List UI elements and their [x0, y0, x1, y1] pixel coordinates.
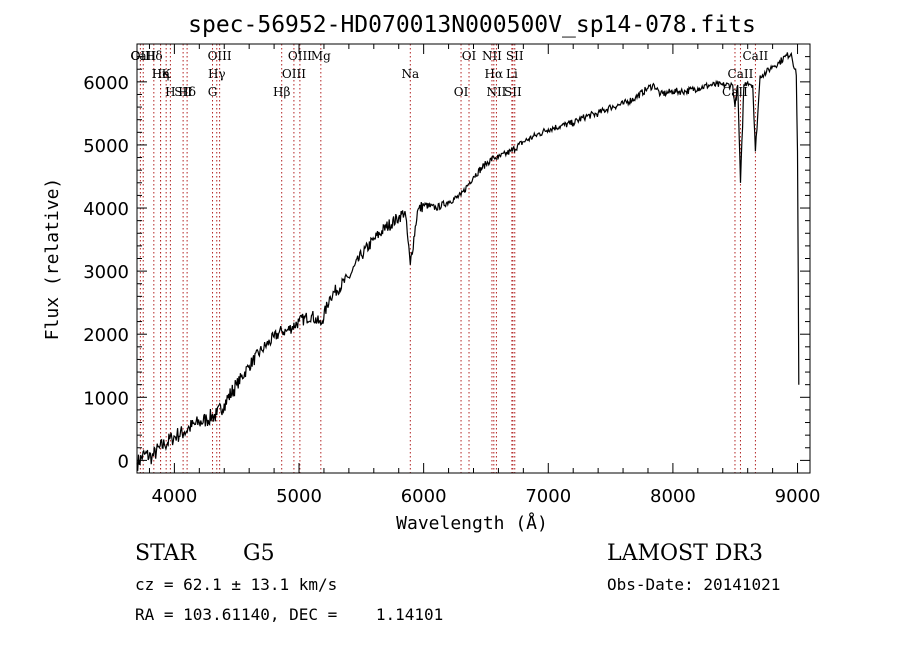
y-tick-label: 5000	[83, 136, 129, 157]
spectral-line-label: Mg	[311, 49, 331, 63]
spectral-line-label: OIII	[282, 67, 306, 81]
plot-frame	[136, 43, 811, 474]
velocity-readout: cz = 62.1 ± 13.1 km/s	[135, 575, 337, 594]
spectral-line-label: CaII	[130, 49, 156, 63]
y-tick-label: 4000	[83, 199, 129, 220]
spectral-line-label: OIII	[288, 49, 312, 63]
spectral-line-label: Hη	[152, 67, 170, 81]
spectral-line-labels: HδKHδOIIHeSIICaIIHηHOIIIHγGOIIIOIIIHβMgN…	[130, 49, 768, 99]
spectral-line-label: Hα	[485, 67, 504, 81]
spectral-line-label: Hβ	[273, 85, 290, 99]
object-class: STAR	[135, 541, 197, 566]
object-subclass: G5	[243, 541, 275, 566]
spectral-line-label: Na	[401, 67, 419, 81]
spectral-line-markers	[139, 44, 756, 473]
x-tick-label: 6000	[401, 486, 447, 507]
y-tick-labels: 0 1000 2000 3000 4000 5000 6000	[83, 73, 129, 473]
spectral-line-label: G	[208, 85, 218, 99]
spectral-line-label: Hδ	[145, 49, 163, 63]
x-tick-label: 4000	[151, 486, 197, 507]
y-tick-label: 6000	[83, 73, 129, 94]
spectral-line-label: He	[152, 67, 170, 81]
spectral-line-label: OII	[131, 49, 151, 63]
x-axis-label: Wavelength (Å)	[396, 512, 548, 534]
spectral-line-label: NII	[486, 85, 506, 99]
spectral-line-label: CaII	[728, 67, 754, 81]
chart-title: spec-56952-HD070013N000500V_sp14-078.fit…	[188, 12, 756, 38]
spectral-line-label: NII	[482, 49, 502, 63]
spectral-line-label: Hγ	[208, 67, 226, 81]
spectral-line-label: OIII	[208, 49, 232, 63]
y-tick-label: 1000	[83, 388, 129, 409]
x-tick-label: 7000	[525, 486, 571, 507]
spectral-line-label: Li	[506, 67, 518, 81]
x-tick-label: 8000	[650, 486, 696, 507]
obs-date: Obs-Date: 20141021	[607, 575, 780, 594]
spectral-line-label: OI	[454, 85, 469, 99]
spectral-line-label: OI	[462, 49, 477, 63]
spectral-line-label: SII	[504, 85, 522, 99]
spectral-line-label: SII	[174, 85, 192, 99]
y-tick-label: 2000	[83, 325, 129, 346]
y-tick-label: 3000	[83, 262, 129, 283]
spectral-line-label: K	[162, 67, 172, 81]
spectral-line-label: H	[165, 85, 175, 99]
x-tick-label: 9000	[775, 486, 821, 507]
spectral-line-label: SII	[506, 49, 524, 63]
spectrum-series-line	[136, 51, 800, 471]
x-tick-label: 5000	[276, 486, 322, 507]
coordinates-readout: RA = 103.61140, DEC = 1.14101	[135, 605, 443, 624]
spectral-line-label: Hδ	[178, 85, 196, 99]
x-tick-labels: 4000 5000 6000 7000 8000 9000	[151, 486, 820, 507]
spectral-line-label: CaII	[742, 49, 768, 63]
axis-ticks	[137, 43, 810, 474]
y-tick-label: 0	[118, 451, 129, 472]
survey-name: LAMOST DR3	[607, 541, 763, 566]
y-axis-label: Flux (relative)	[42, 178, 63, 341]
spectral-line-label: CaII	[722, 85, 748, 99]
